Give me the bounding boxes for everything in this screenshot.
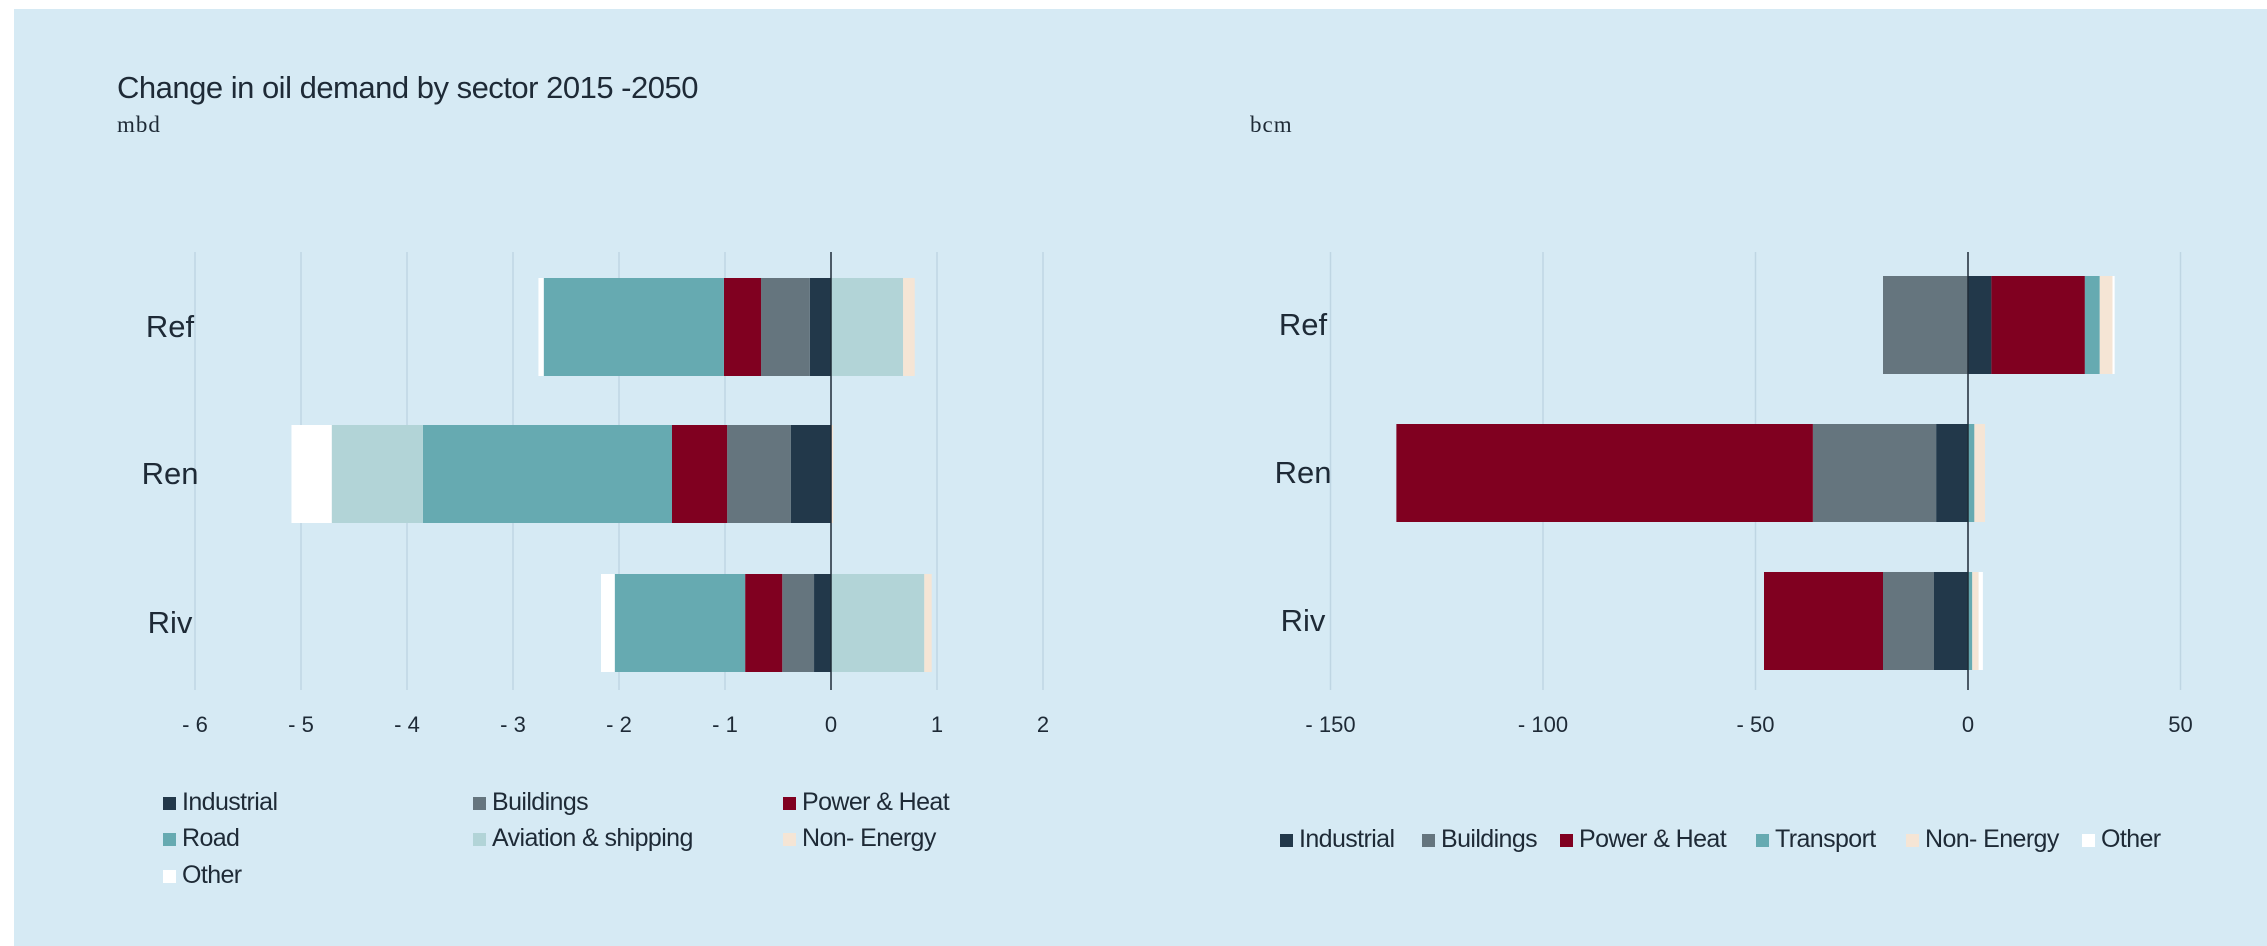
bar-riv-buildings: [782, 574, 815, 672]
bar-ren-non-energy: [1974, 424, 1985, 522]
legend-label: Buildings: [1441, 825, 1537, 853]
category-label: Riv: [148, 605, 193, 640]
category-label: Ren: [1275, 455, 1332, 490]
bar-ref-aviation-shipping: [831, 278, 904, 376]
bar-riv-industrial: [1934, 572, 1968, 670]
bar-ref-road: [543, 278, 724, 376]
bar-ren-buildings: [1812, 424, 1937, 522]
legend-swatch: [163, 797, 176, 810]
bar-ref-transport: [2084, 276, 2100, 374]
legend-swatch: [1560, 834, 1573, 847]
x-tick-label: - 1: [712, 712, 738, 737]
legend-swatch: [1906, 834, 1919, 847]
bar-ref-industrial: [1968, 276, 1992, 374]
bar-ren-non-energy: [831, 425, 834, 523]
legend-label: Non- Energy: [1925, 825, 2060, 853]
legend-label: Buildings: [492, 788, 588, 816]
bar-ref-non-energy: [2099, 276, 2113, 374]
x-tick-label: 0: [1962, 712, 1974, 737]
legend-swatch: [1756, 834, 1769, 847]
legend-label: Non- Energy: [802, 824, 937, 852]
bar-riv-other: [1978, 572, 1983, 670]
bar-ref-power-heat: [1991, 276, 2085, 374]
x-tick-label: 0: [825, 712, 837, 737]
bar-ref-power-heat: [723, 278, 762, 376]
bar-ref-industrial: [809, 278, 831, 376]
bar-riv-power-heat: [1764, 572, 1883, 670]
chart-title: Change in oil demand by sector 2015 -205…: [117, 70, 698, 105]
bar-ren-power-heat: [672, 425, 728, 523]
bar-ref-non-energy: [903, 278, 915, 376]
x-tick-label: 1: [931, 712, 943, 737]
legend-label: Other: [2101, 825, 2161, 853]
legend-label: Transport: [1775, 825, 1876, 853]
bar-ren-road: [422, 425, 672, 523]
x-tick-label: - 50: [1737, 712, 1775, 737]
legend-swatch: [783, 797, 796, 810]
bar-riv-other: [600, 574, 615, 672]
bar-ref-other: [2112, 276, 2115, 374]
legend-label: Industrial: [182, 788, 277, 816]
chart-left: Ref Ren Riv - 6 - 5 - 4 - 3 - 2 - 1 0 1 2 Industrial…: [142, 252, 1049, 889]
bar-riv-non-energy: [1972, 572, 1979, 670]
legend-swatch: [783, 833, 796, 846]
bar-ren-power-heat: [1396, 424, 1813, 522]
legend-label: Road: [182, 824, 239, 852]
category-label: Ren: [142, 456, 199, 491]
x-tick-label: 2: [1037, 712, 1049, 737]
legend-label: Other: [182, 861, 242, 889]
bar-ren-industrial: [790, 425, 831, 523]
legend-label: Industrial: [1299, 825, 1394, 853]
legend-swatch: [1280, 834, 1293, 847]
legend-label: Power & Heat: [1579, 825, 1727, 853]
category-label: Ref: [1279, 307, 1328, 342]
bar-ren-buildings: [727, 425, 791, 523]
x-tick-label: - 5: [288, 712, 314, 737]
unit-label-left: mbd: [117, 112, 161, 137]
legend-label: Power & Heat: [802, 788, 950, 816]
chart-right: Ref Ren Riv - 150 - 100 - 50 0 50 Industrial Buil…: [1275, 252, 2193, 853]
x-tick-label: - 2: [606, 712, 632, 737]
bar-riv-transport: [1968, 572, 1973, 670]
legend-swatch: [163, 870, 176, 883]
x-tick-label: - 100: [1518, 712, 1568, 737]
legend-swatch: [2082, 834, 2095, 847]
bar-riv-power-heat: [745, 574, 783, 672]
bar-ref-buildings: [761, 278, 810, 376]
bar-riv-buildings: [1883, 572, 1934, 670]
legend-label: Aviation & shipping: [492, 824, 693, 852]
category-label: Ref: [146, 309, 195, 344]
category-label: Riv: [1281, 603, 1326, 638]
legend-swatch: [473, 797, 486, 810]
legend-swatch: [163, 833, 176, 846]
bar-riv-non-energy: [924, 574, 932, 672]
bar-riv-aviation-shipping: [831, 574, 925, 672]
bar-riv-road: [614, 574, 746, 672]
unit-label-right: bcm: [1250, 112, 1293, 137]
bar-ref-other: [538, 278, 544, 376]
x-tick-label: 50: [2168, 712, 2192, 737]
legend-swatch: [473, 833, 486, 846]
x-tick-label: - 6: [182, 712, 208, 737]
bar-ref-buildings: [1883, 276, 1968, 374]
bar-ren-transport: [1968, 424, 1975, 522]
bar-ren-other: [291, 425, 332, 523]
bar-riv-industrial: [814, 574, 831, 672]
bar-ren-aviation-shipping: [331, 425, 423, 523]
x-tick-label: - 4: [394, 712, 420, 737]
x-tick-label: - 150: [1305, 712, 1355, 737]
bar-ren-industrial: [1936, 424, 1968, 522]
legend-swatch: [1422, 834, 1435, 847]
x-tick-label: - 3: [500, 712, 526, 737]
